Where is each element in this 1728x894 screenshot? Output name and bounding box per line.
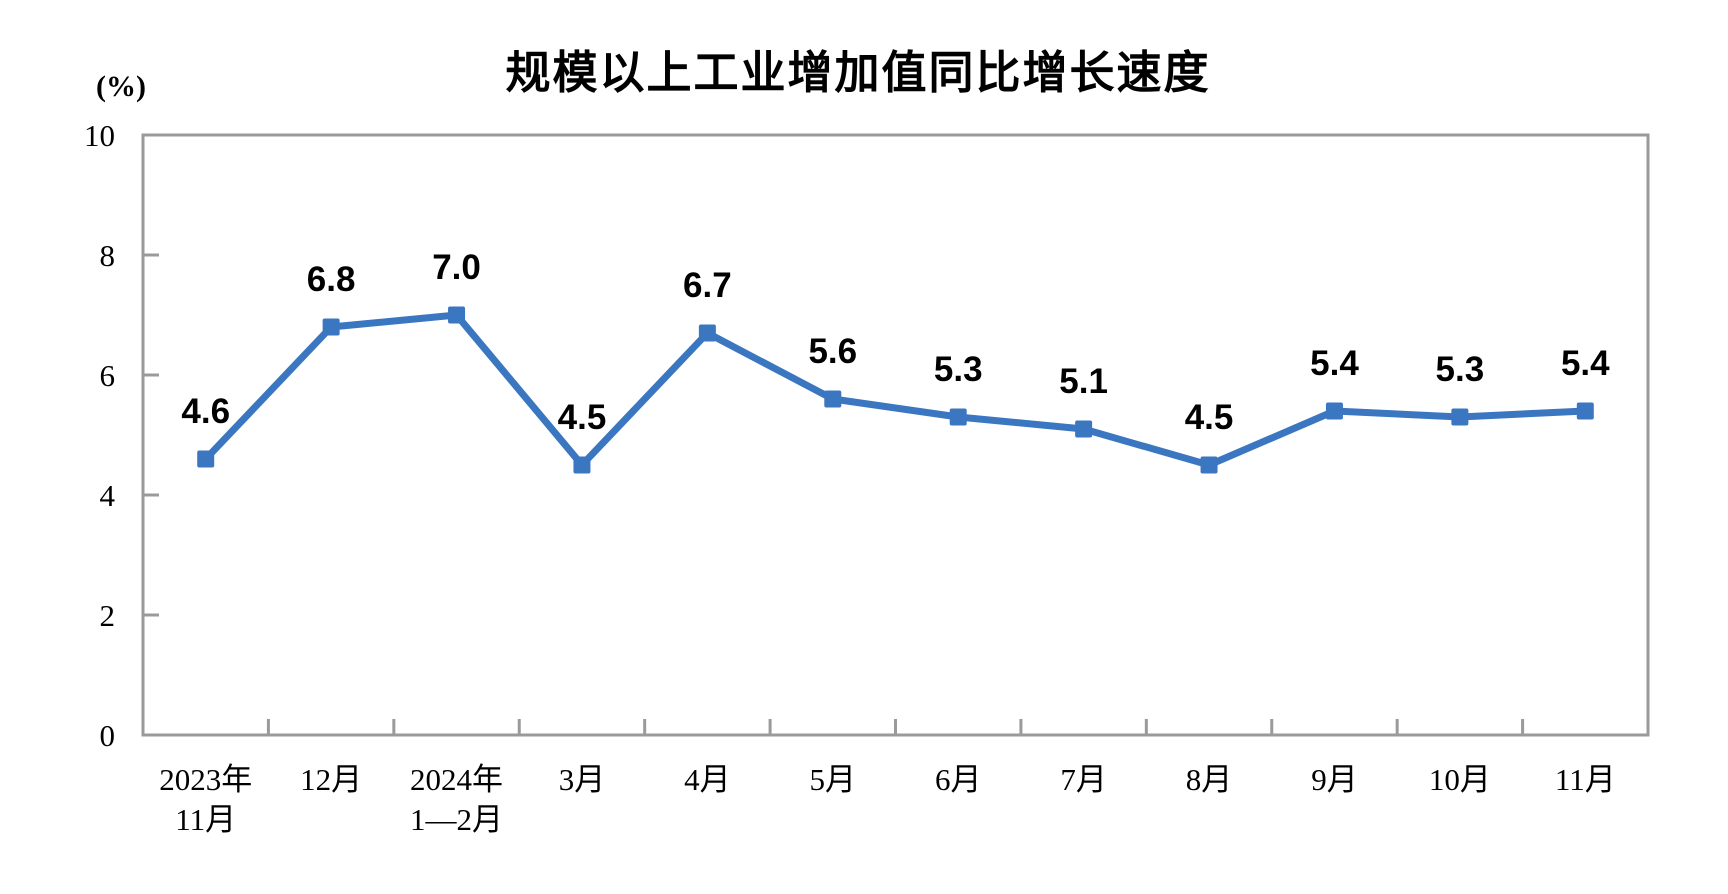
x-axis-tick-label: 11月 bbox=[175, 802, 236, 837]
y-axis-tick-label: 6 bbox=[100, 358, 116, 393]
y-axis-tick-label: 2 bbox=[100, 598, 116, 633]
series-line bbox=[202, 311, 1589, 469]
y-axis-tick-label: 8 bbox=[100, 238, 116, 273]
data-point-label: 6.7 bbox=[683, 266, 732, 305]
chart-title: 规模以上工业增加值同比增长速度 bbox=[505, 47, 1211, 98]
data-point-marker bbox=[573, 456, 591, 474]
x-axis-tick-label: 12月 bbox=[300, 762, 362, 797]
data-point-marker bbox=[698, 324, 716, 342]
data-point-marker bbox=[1451, 408, 1469, 426]
x-axis-tick-label: 4月 bbox=[684, 762, 731, 797]
data-point-label: 6.8 bbox=[307, 260, 356, 299]
x-axis-tick-label: 3月 bbox=[559, 762, 606, 797]
x-axis-tick-label: 5月 bbox=[810, 762, 857, 797]
data-point-marker bbox=[1075, 420, 1093, 438]
data-point-label: 5.4 bbox=[1310, 344, 1359, 383]
y-axis-tick-label: 0 bbox=[100, 718, 116, 753]
x-axis-tick-label: 9月 bbox=[1311, 762, 1358, 797]
x-axis-tick-label: 10月 bbox=[1429, 762, 1491, 797]
x-axis-tick-label: 8月 bbox=[1186, 762, 1233, 797]
y-axis-tick-label: 4 bbox=[100, 478, 116, 513]
y-axis-unit-label: (%) bbox=[96, 70, 146, 103]
plot-border bbox=[141, 133, 1650, 737]
data-point-marker bbox=[949, 408, 967, 426]
data-point-marker bbox=[1200, 456, 1218, 474]
data-point-marker bbox=[824, 390, 842, 408]
data-point-marker bbox=[1576, 402, 1594, 420]
x-axis-tick-label: 2023年 bbox=[159, 762, 252, 797]
data-point-label: 4.5 bbox=[1185, 398, 1234, 437]
data-point-marker bbox=[1325, 402, 1343, 420]
data-point-marker bbox=[322, 318, 340, 336]
data-point-label: 4.5 bbox=[558, 398, 607, 437]
x-axis-tick-label: 6月 bbox=[935, 762, 982, 797]
data-point-label: 5.3 bbox=[1436, 350, 1485, 389]
x-axis-tick-label: 7月 bbox=[1060, 762, 1107, 797]
x-axis-tick-label: 1—2月 bbox=[410, 802, 503, 837]
data-point-label: 7.0 bbox=[432, 248, 481, 287]
data-point-label: 5.4 bbox=[1561, 344, 1610, 383]
data-point-marker bbox=[197, 450, 215, 468]
data-point-label: 5.3 bbox=[934, 350, 983, 389]
data-point-marker bbox=[448, 306, 466, 324]
data-point-label: 5.6 bbox=[808, 332, 857, 371]
x-axis-tick-label: 11月 bbox=[1555, 762, 1616, 797]
y-axis-tick-label: 10 bbox=[84, 118, 115, 153]
data-point-label: 5.1 bbox=[1059, 362, 1108, 401]
x-axis-tick-label: 2024年 bbox=[410, 762, 503, 797]
data-point-label: 4.6 bbox=[181, 392, 230, 431]
